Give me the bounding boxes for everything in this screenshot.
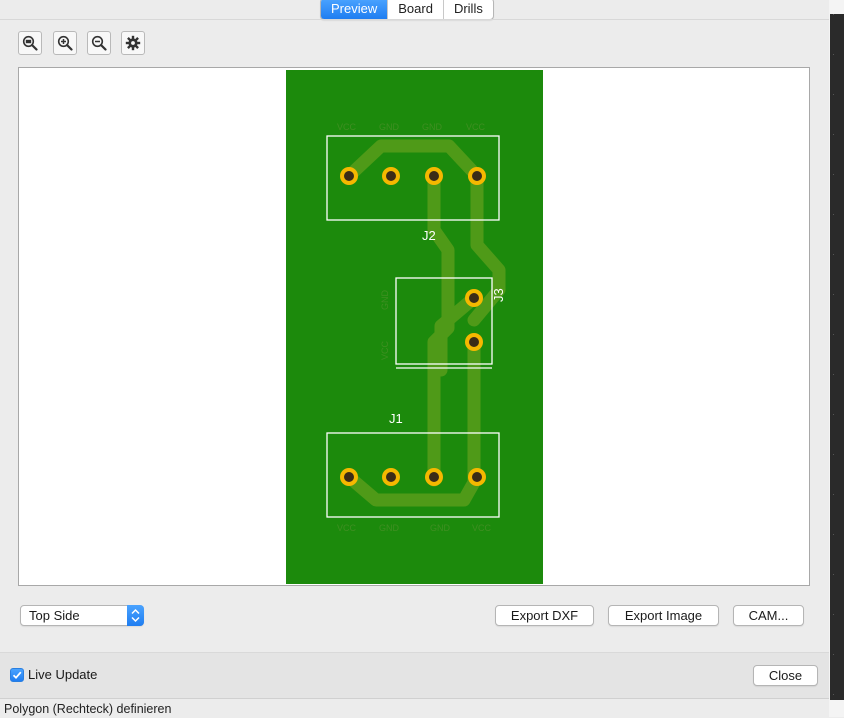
- j2-pads: [340, 167, 486, 185]
- tab-drills[interactable]: Drills: [442, 0, 493, 19]
- j1-pads: [340, 468, 486, 486]
- j2-pin-label: GND: [422, 122, 443, 132]
- j1-pin-label: VCC: [337, 523, 357, 533]
- view-tabs: Preview Board Drills: [320, 0, 494, 20]
- zoom-fit-icon: [22, 35, 38, 51]
- pcb-board: J2 J1 J3 VCC GND GND VCC GND VCC VCC GND…: [286, 70, 543, 584]
- j1-pin-label: GND: [379, 523, 400, 533]
- trace-j3-gnd: [434, 291, 481, 377]
- live-update-label: Live Update: [28, 667, 98, 682]
- j3-pin-label: VCC: [380, 340, 390, 360]
- status-bar: [0, 698, 829, 718]
- cam-button[interactable]: CAM...: [733, 605, 804, 626]
- j2-pin-label: VCC: [337, 122, 357, 132]
- select-arrows-icon: [127, 605, 144, 626]
- j2-pin-label: GND: [379, 122, 400, 132]
- zoom-fit-button[interactable]: [18, 31, 42, 55]
- j3-pads: [465, 289, 483, 351]
- background-window-edge: [829, 0, 844, 717]
- j2-outline: [326, 135, 500, 221]
- pcb-preview-canvas[interactable]: J2 J1 J3 VCC GND GND VCC GND VCC VCC GND…: [18, 67, 810, 586]
- j1-pin-label: GND: [430, 523, 451, 533]
- zoom-in-icon: [57, 35, 73, 51]
- j3-designator: J3: [491, 288, 506, 302]
- j2-designator: J2: [422, 228, 436, 243]
- trace-j2-vcc: [342, 139, 484, 183]
- close-button[interactable]: Close: [753, 665, 818, 686]
- tab-preview[interactable]: Preview: [321, 0, 388, 19]
- j2-pin-label: VCC: [466, 122, 486, 132]
- tab-divider: [0, 19, 829, 20]
- pcb-drawing: J2 J1 J3 VCC GND GND VCC GND VCC VCC GND…: [326, 122, 506, 533]
- zoom-in-button[interactable]: [53, 31, 77, 55]
- j1-designator: J1: [389, 411, 403, 426]
- export-image-button[interactable]: Export Image: [608, 605, 719, 626]
- zoom-out-button[interactable]: [87, 31, 111, 55]
- j3-pin-label: GND: [380, 290, 390, 311]
- tab-board[interactable]: Board: [387, 0, 443, 19]
- j3-outline: [395, 277, 493, 365]
- gear-icon: [125, 35, 141, 51]
- checkmark-icon: [12, 671, 22, 680]
- j1-outline: [326, 432, 500, 518]
- trace-j2-gnd: [427, 169, 455, 487]
- live-update-checkbox[interactable]: [10, 668, 24, 682]
- side-select[interactable]: Top Side: [20, 605, 144, 626]
- zoom-out-icon: [91, 35, 107, 51]
- dialog-footer: [0, 652, 829, 699]
- trace-j2-vcc-2: [467, 169, 506, 327]
- export-dxf-button[interactable]: Export DXF: [495, 605, 594, 626]
- settings-button[interactable]: [121, 31, 145, 55]
- side-select-value: Top Side: [29, 608, 80, 623]
- j1-pin-label: VCC: [472, 523, 492, 533]
- trace-j1: [342, 470, 484, 507]
- status-text: Polygon (Rechteck) definieren: [4, 702, 172, 716]
